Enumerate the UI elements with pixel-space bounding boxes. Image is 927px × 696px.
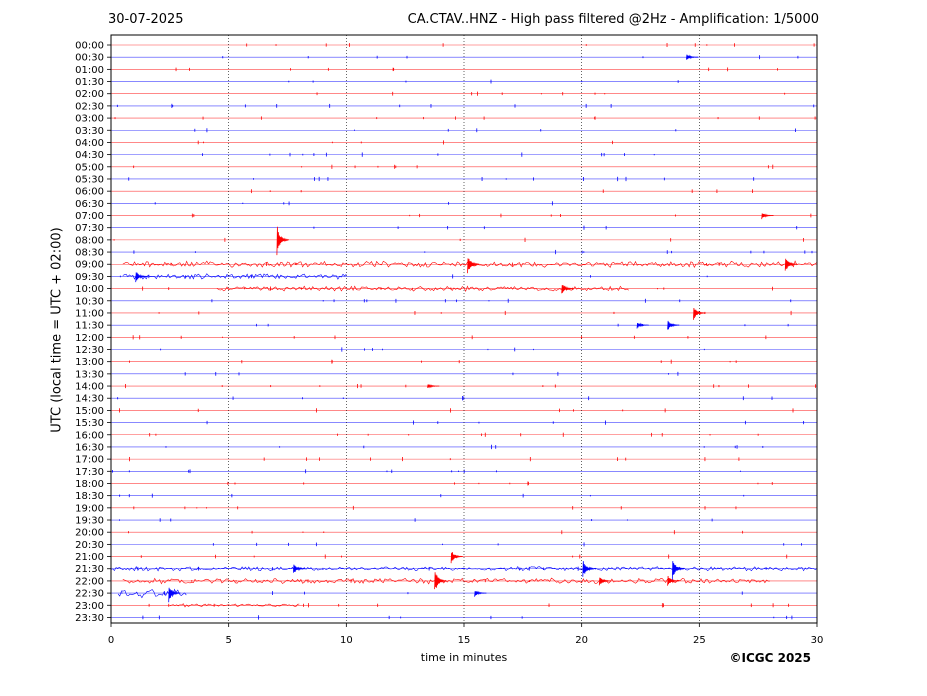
y-tick-label: 04:30: [75, 150, 104, 161]
y-tick-label: 18:30: [75, 491, 104, 502]
trace-event: [427, 384, 440, 389]
chart-title: CA.CTAV..HNZ - High pass filtered @2Hz -…: [407, 12, 819, 27]
trace-event: [761, 213, 774, 220]
y-tick-label: 20:30: [75, 540, 104, 551]
y-tick-label: 02:00: [75, 89, 104, 100]
y-tick-label: 05:30: [75, 174, 104, 185]
y-tick-label: 14:30: [75, 394, 104, 405]
trace-event: [276, 226, 289, 256]
y-tick-label: 15:00: [75, 406, 104, 417]
trace-event: [582, 561, 595, 577]
y-tick-label: 03:30: [75, 126, 104, 137]
trace-event: [784, 258, 798, 271]
x-tick-label: 10: [340, 635, 353, 646]
y-tick-label: 06:30: [75, 199, 104, 210]
y-tick-label: 10:00: [75, 284, 104, 295]
y-tick-label: 23:00: [75, 601, 104, 612]
y-tick-label: 15:30: [75, 418, 104, 429]
y-tick-label: 13:00: [75, 357, 104, 368]
copyright-label: ©ICGC 2025: [729, 651, 811, 665]
trace-event: [434, 572, 447, 590]
y-tick-label: 18:00: [75, 479, 104, 490]
y-tick-label: 13:30: [75, 369, 104, 380]
date-label: 30-07-2025: [108, 12, 184, 27]
y-tick-label: 01:30: [75, 77, 104, 88]
y-tick-label: 10:30: [75, 296, 104, 307]
trace-event: [168, 587, 181, 603]
y-tick-label: 22:30: [75, 589, 104, 600]
trace-event: [636, 322, 649, 329]
y-tick-label: 00:00: [75, 41, 104, 52]
trace-burst: [122, 273, 347, 280]
trace-event: [671, 561, 685, 581]
y-tick-label: 09:30: [75, 272, 104, 283]
y-tick-label: 21:30: [75, 564, 104, 575]
trace-event: [467, 258, 480, 274]
x-tick-label: 5: [225, 635, 231, 646]
trace-event: [667, 575, 680, 586]
y-tick-label: 11:00: [75, 308, 104, 319]
x-tick-label: 25: [693, 635, 706, 646]
trace-burst: [216, 285, 629, 292]
trace-event: [667, 320, 680, 330]
y-tick-label: 08:00: [75, 235, 104, 246]
y-tick-label: 19:30: [75, 516, 104, 527]
trace-event: [135, 272, 148, 283]
y-tick-label: 16:30: [75, 442, 104, 453]
trace-burst: [169, 603, 300, 608]
x-tick-label: 20: [575, 635, 588, 646]
y-tick-label: 06:00: [75, 187, 104, 198]
trace-event: [693, 307, 706, 320]
x-tick-group: 0 5 10 15 20 25 30: [108, 623, 824, 646]
y-tick-label: 23:30: [75, 613, 104, 624]
y-tick-label: 01:00: [75, 65, 104, 76]
trace-event: [686, 54, 699, 60]
y-axis-label: UTC (local time = UTC + 02:00): [49, 227, 65, 433]
y-tick-label: 09:00: [75, 260, 104, 271]
x-tick-label: 30: [811, 635, 824, 646]
x-tick-label: 15: [458, 635, 471, 646]
y-tick-label: 17:00: [75, 455, 104, 466]
y-tick-label: 16:00: [75, 430, 104, 441]
y-tick-label: 00:30: [75, 53, 104, 64]
y-tick-label: 17:30: [75, 467, 104, 478]
y-tick-label: 07:30: [75, 223, 104, 234]
y-tick-label: 05:00: [75, 162, 104, 173]
y-tick-label: 12:30: [75, 345, 104, 356]
trace-event: [598, 577, 612, 586]
x-tick-label: 0: [108, 635, 114, 646]
y-tick-label: 04:00: [75, 138, 104, 149]
y-tick-label: 12:00: [75, 333, 104, 344]
plot-frame: [110, 34, 818, 624]
y-tick-label: 02:30: [75, 101, 104, 112]
y-tick-label: 19:00: [75, 503, 104, 514]
y-tick-label: 08:30: [75, 248, 104, 259]
grid-group: [228, 35, 700, 623]
y-tick-label: 07:00: [75, 211, 104, 222]
y-tick-label: 22:00: [75, 576, 104, 587]
x-axis-label: time in minutes: [420, 651, 508, 664]
trace-event: [293, 564, 306, 573]
trace-event: [450, 552, 463, 564]
y-tick-label: 03:00: [75, 114, 104, 125]
y-tick-label: 20:00: [75, 528, 104, 539]
trace-burst: [117, 588, 187, 599]
y-tick-label: 14:00: [75, 382, 104, 393]
y-tick-label: 21:00: [75, 552, 104, 563]
trace-burst: [122, 577, 770, 585]
y-tick-label: 11:30: [75, 321, 104, 332]
trace-event: [474, 590, 487, 597]
trace-event: [561, 285, 574, 294]
